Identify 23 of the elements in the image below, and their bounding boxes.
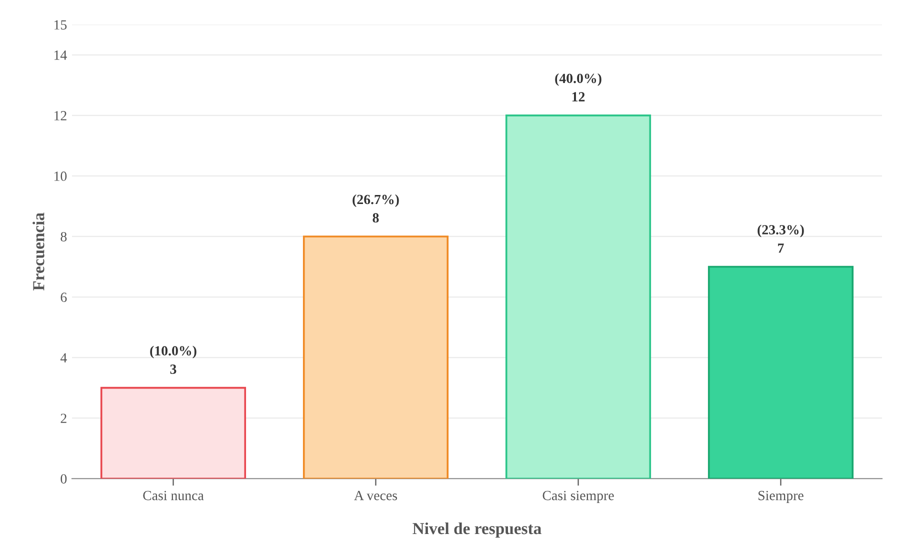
x-tick-label: Casi siempre (542, 490, 614, 504)
x-axis-title: Nivel de respuesta (412, 522, 542, 538)
data-label: (23.3%) 7 (758, 224, 804, 253)
x-tick-label: A veces (354, 490, 398, 500)
y-tick-label: 0 (60, 474, 67, 484)
x-tick-label: Siempre (758, 490, 804, 504)
y-tick-label: 10 (54, 172, 67, 181)
data-label: (40.0%) 12 (555, 73, 602, 102)
y-tick-label: 6 (60, 292, 67, 302)
bar (505, 114, 652, 479)
y-tick-label: 2 (60, 414, 66, 423)
bar (708, 266, 854, 479)
y-tick-label: 12 (54, 111, 66, 120)
y-axis-title: Frecuencia (32, 212, 44, 291)
data-label: (10.0%) 3 (150, 346, 196, 374)
y-tick-label: 4 (60, 353, 67, 362)
data-label: (26.7%) 8 (352, 194, 399, 223)
bar (302, 236, 449, 479)
y-tick-label: 8 (60, 232, 67, 242)
x-tick-label: Casi nunca (143, 490, 204, 500)
y-tick-label: 15 (54, 20, 67, 30)
bar (100, 386, 246, 479)
y-tick-label: 14 (54, 50, 67, 60)
